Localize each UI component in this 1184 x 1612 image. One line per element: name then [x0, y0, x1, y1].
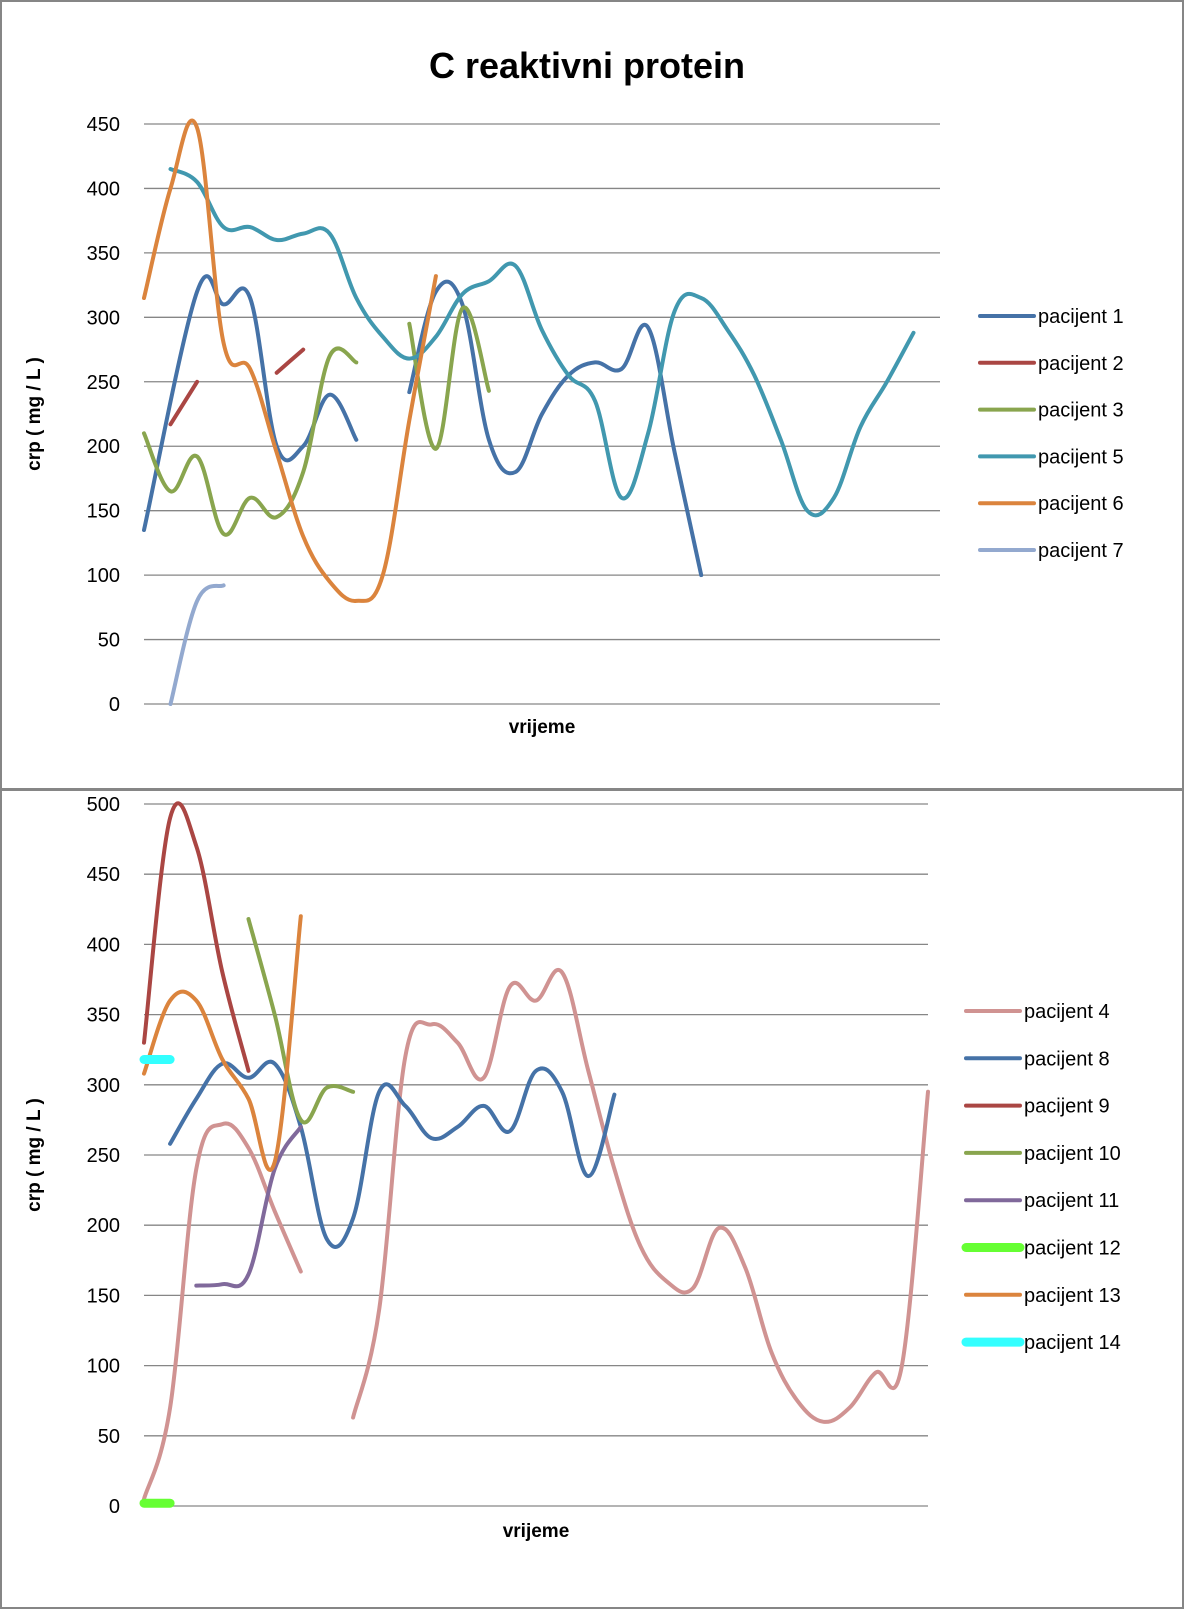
y-tick-label: 200	[87, 1215, 120, 1237]
series-line-pacijent-1	[407, 279, 704, 578]
legend-label: pacijent 8	[1024, 1048, 1110, 1070]
y-tick-label: 150	[87, 1285, 120, 1307]
y-tick-label: 0	[109, 694, 120, 716]
crp-chart-top: 0 50 100 150 200 250 300 350 400 450 C reaktivni p…	[24, 45, 1124, 738]
legend-label: pacijent 13	[1024, 1285, 1121, 1307]
crp-chart-bottom: 0 50 100 150 200 250 300 350 400 450 500 vrijeme crp…	[24, 794, 1121, 1542]
y-tick-label: 350	[87, 243, 120, 265]
legend-label: pacijent 12	[1024, 1238, 1121, 1260]
legend-label: pacijent 5	[1038, 446, 1124, 468]
y-tick-label: 300	[87, 1075, 120, 1097]
chart-panel-bottom: 0 50 100 150 200 250 300 350 400 450 500 vrijeme crp…	[0, 788, 1184, 1609]
legend-label: pacijent 7	[1038, 540, 1124, 562]
series-line-pacijent-10	[246, 917, 356, 1125]
legend-label: pacijent 14	[1024, 1332, 1121, 1354]
legend-label: pacijent 6	[1038, 493, 1124, 515]
y-tick-label: 250	[87, 372, 120, 394]
series-line-pacijent-8	[168, 1059, 617, 1249]
legend-label: pacijent 10	[1024, 1143, 1121, 1165]
y-tick-label: 500	[87, 794, 120, 816]
series-line-pacijent-1	[142, 274, 359, 532]
y-tick-label: 50	[98, 630, 120, 652]
series-line-pacijent-6	[142, 118, 438, 603]
series-line-pacijent-7	[168, 583, 226, 706]
series-line-pacijent-2	[168, 379, 200, 427]
y-tick-label: 100	[87, 565, 120, 587]
series-line-pacijent-5	[168, 167, 916, 518]
series-line-pacijent-4	[351, 968, 930, 1424]
y-tick-label: 450	[87, 114, 120, 136]
y-tick-label: 150	[87, 501, 120, 523]
series-line-pacijent-3	[142, 346, 359, 537]
y-axis-title: crp ( mg / L )	[24, 1098, 45, 1212]
series-line-pacijent-11	[194, 1124, 303, 1289]
x-axis-title: vrijeme	[503, 1521, 570, 1542]
chart-panel-top: 0 50 100 150 200 250 300 350 400 450 C reaktivni p…	[0, 0, 1184, 790]
y-tick-label: 400	[87, 934, 120, 956]
series-line-pacijent-13	[142, 914, 303, 1173]
legend-label: pacijent 1	[1038, 306, 1124, 328]
y-tick-label: 250	[87, 1145, 120, 1167]
y-tick-label: 50	[98, 1426, 120, 1448]
x-axis-title: vrijeme	[509, 717, 576, 738]
series-line-pacijent-9	[142, 801, 251, 1073]
y-tick-label: 0	[109, 1496, 120, 1518]
series-line-pacijent-4	[142, 1121, 303, 1501]
y-tick-label: 300	[87, 307, 120, 329]
y-tick-label: 350	[87, 1005, 120, 1027]
y-tick-label: 450	[87, 864, 120, 886]
legend-label: pacijent 3	[1038, 400, 1124, 422]
legend-label: pacijent 2	[1038, 353, 1124, 375]
y-tick-label: 100	[87, 1356, 120, 1378]
series-line-pacijent-3	[407, 305, 491, 451]
legend-label: pacijent 11	[1024, 1190, 1119, 1212]
legend-label: pacijent 4	[1024, 1001, 1110, 1023]
y-tick-label: 200	[87, 436, 120, 458]
y-tick-label: 400	[87, 178, 120, 200]
chart-title: C reaktivni protein	[429, 45, 745, 86]
legend-label: pacijent 9	[1024, 1096, 1110, 1118]
series-line-pacijent-2	[274, 347, 306, 375]
y-axis-title: crp ( mg / L )	[24, 357, 45, 471]
